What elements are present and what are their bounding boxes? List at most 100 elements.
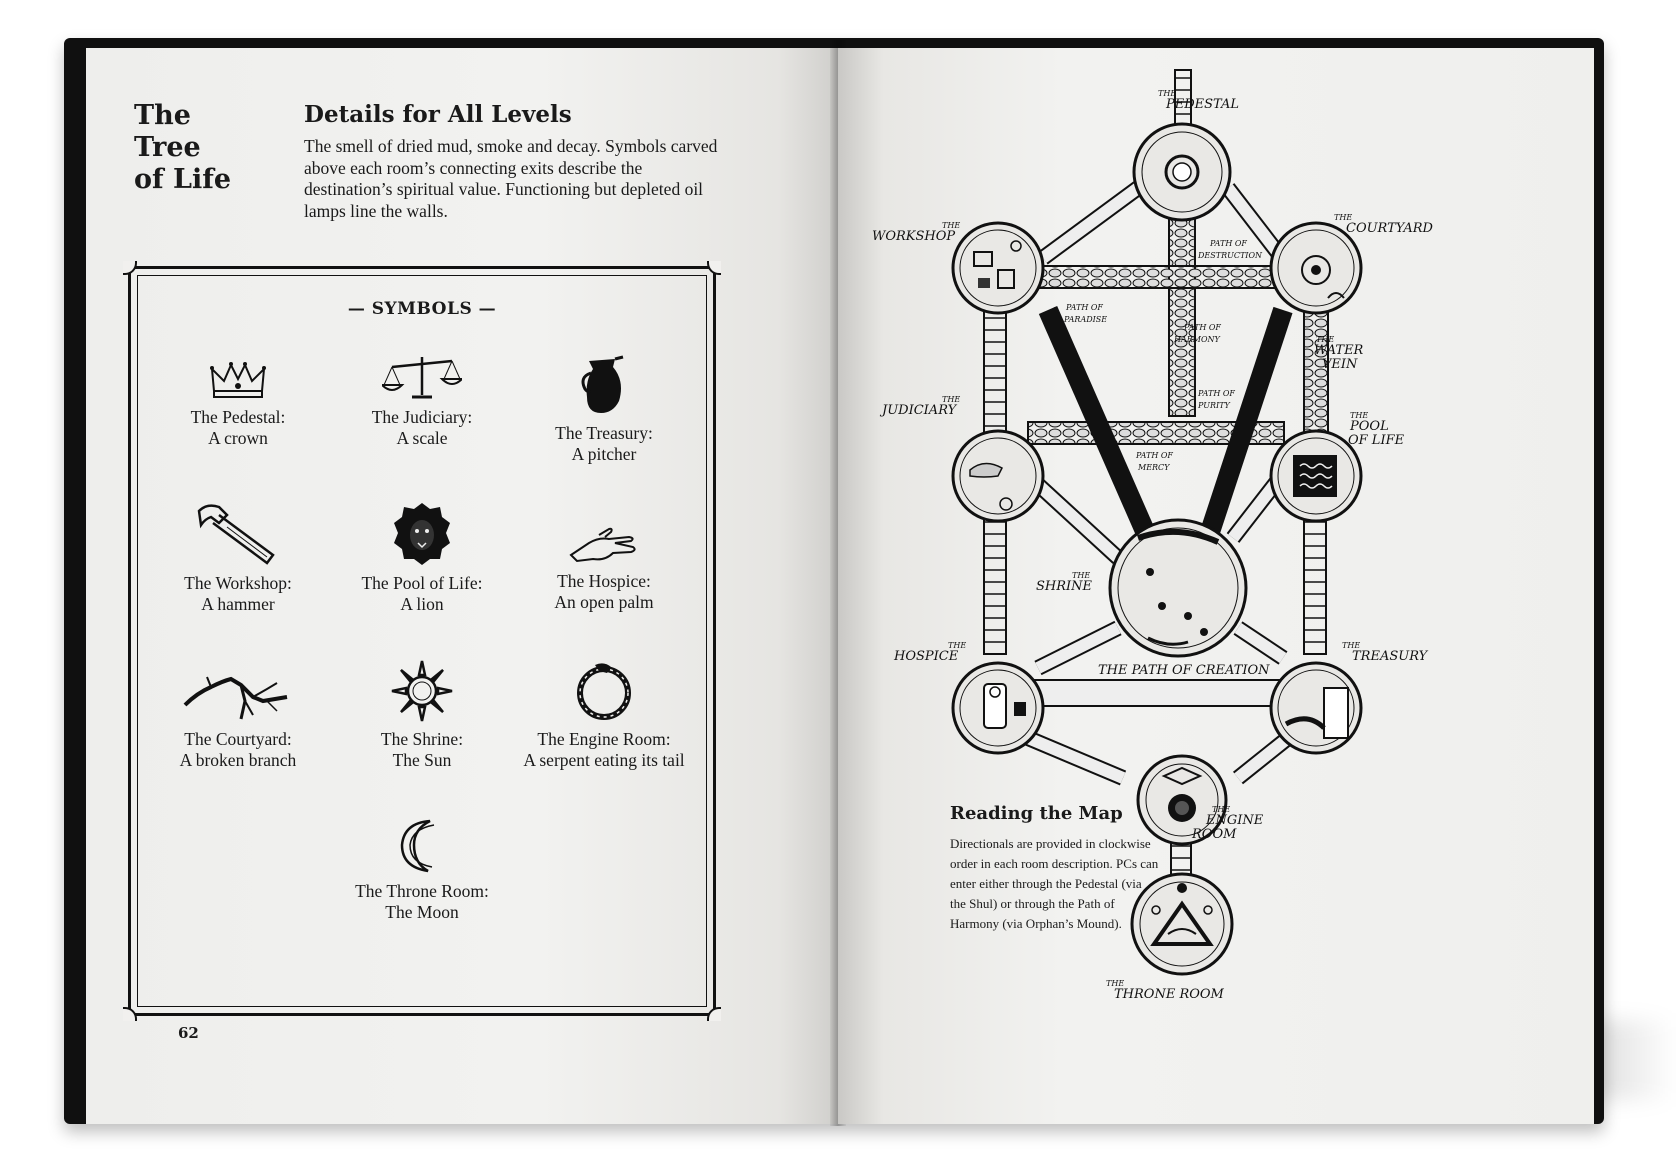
map-label-path-of: PATH OF	[1183, 323, 1221, 332]
symbol-name: The Throne Room:	[355, 881, 489, 901]
map-label-destruction: DESTRUCTION	[1197, 251, 1263, 260]
map-label-the: THE	[1158, 89, 1176, 98]
map-label-the: THE	[942, 395, 960, 404]
frame-corner	[707, 261, 721, 275]
map-label-the: THE	[1334, 213, 1352, 222]
crown-icon	[210, 362, 266, 398]
broken-branch-icon	[183, 676, 288, 720]
map-label-the: THE	[1212, 805, 1230, 814]
map-label-the: THE	[1342, 641, 1360, 650]
scale-icon	[382, 357, 462, 399]
symbol-meaning: The Moon	[385, 902, 459, 922]
frame-corner	[123, 1007, 137, 1021]
corridor-path-of-creation	[1027, 679, 1287, 707]
lion-icon	[394, 503, 450, 565]
page-number: 62	[178, 1024, 199, 1042]
symbol-meaning: An open palm	[554, 592, 654, 612]
corridor-path-of-harmony	[1168, 197, 1196, 417]
symbol-meaning: The Sun	[392, 750, 452, 770]
hammer-icon	[197, 504, 275, 565]
map-label-the: THE	[948, 641, 966, 650]
symbol-name: The Pedestal:	[190, 407, 286, 427]
symbol-name: The Courtyard:	[184, 729, 292, 749]
map-label-path-of: PATH OF	[1209, 239, 1247, 248]
map-labels: THE PEDESTAL THE WORKSHOP THE COURTYARD …	[872, 89, 1434, 1002]
frame-corner	[123, 261, 137, 275]
reading-heading: Reading the Map	[950, 803, 1123, 824]
details-heading: Details for All Levels	[304, 101, 572, 128]
map-label-path-of-creation: THE PATH OF CREATION	[1098, 663, 1270, 678]
symbol-name: The Judiciary:	[371, 407, 473, 427]
frame-corner	[707, 1007, 721, 1021]
left-page: The Tree of Life Details for All Levels …	[86, 48, 838, 1124]
map-label-shrine: SHRINE	[1036, 579, 1093, 594]
symbol-name: The Shrine:	[380, 729, 464, 749]
moon-icon	[400, 819, 435, 873]
symbol-meaning: A hammer	[201, 594, 275, 614]
right-page: THE PEDESTAL THE WORKSHOP THE COURTYARD …	[838, 48, 1594, 1124]
room-throne-room	[1130, 872, 1234, 976]
room-shrine	[1108, 518, 1248, 658]
symbol-hospice: The Hospice: An open palm	[509, 525, 699, 613]
map-label-courtyard: COURTYARD	[1346, 221, 1434, 236]
symbol-name: The Workshop:	[184, 573, 292, 593]
map-label-room: ROOM	[1191, 827, 1237, 842]
symbol-name: The Treasury:	[555, 423, 653, 443]
map-label-the: THE	[942, 221, 960, 230]
reading-body: Directionals are provided in clockwise o…	[950, 836, 1159, 931]
room-engine-room	[1136, 754, 1228, 846]
symbol-engine-room: The Engine Room: A serpent eating its ta…	[509, 659, 699, 771]
symbol-shrine: The Shrine: The Sun	[327, 659, 517, 771]
room-judiciary	[951, 429, 1045, 523]
tree-of-life-map: THE PEDESTAL THE WORKSHOP THE COURTYARD …	[872, 69, 1434, 1002]
map-label-paradise: PARADISE	[1063, 315, 1107, 324]
chapter-title: The Tree of Life	[134, 100, 274, 196]
map-label-purity: PURITY	[1197, 401, 1231, 410]
map-label-vein: VEIN	[1322, 357, 1358, 372]
map-label-pedestal: PEDESTAL	[1165, 97, 1239, 112]
symbols-heading: — SYMBOLS —	[347, 299, 497, 319]
map-label-path-of: PATH OF	[1065, 303, 1103, 312]
corridor-workshop-judiciary	[983, 305, 1007, 449]
corridor-water-vein	[1303, 305, 1329, 449]
map-label-throne-room: THRONE ROOM	[1114, 987, 1225, 1002]
map-label-path-of: PATH OF	[1197, 389, 1235, 398]
symbol-meaning: A pitcher	[571, 444, 637, 464]
room-pool-of-life	[1269, 429, 1363, 523]
map-label-mercy: MERCY	[1137, 463, 1170, 472]
room-courtyard	[1269, 221, 1363, 315]
map-label-harmony: HARMONY	[1173, 335, 1221, 344]
details-body: The smell of dried mud, smoke and decay.…	[304, 136, 718, 221]
symbol-meaning: A scale	[396, 428, 448, 448]
symbol-name: The Pool of Life:	[361, 573, 483, 593]
symbol-name: The Engine Room:	[537, 729, 671, 749]
symbol-workshop: The Workshop: A hammer	[143, 501, 333, 615]
sun-icon	[391, 660, 453, 722]
map-label-the: THE	[1106, 979, 1124, 988]
map-label-workshop: WORKSHOP	[872, 229, 955, 244]
symbol-meaning: A broken branch	[179, 750, 297, 770]
chapter-title-line: Tree	[134, 132, 201, 163]
room-hospice	[951, 661, 1045, 755]
map-label-the: THE	[1350, 411, 1368, 420]
map-label-engine: ENGINE	[1205, 813, 1264, 828]
map-label-hospice: HOSPICE	[893, 649, 959, 664]
room-treasury	[1269, 661, 1363, 755]
map-label-water: WATER	[1314, 343, 1364, 358]
symbol-meaning: A crown	[208, 428, 268, 448]
symbol-pedestal: The Pedestal: A crown	[143, 357, 333, 449]
open-palm-icon	[569, 527, 636, 563]
map-label-the: THE	[1072, 571, 1090, 580]
symbol-judiciary: The Judiciary: A scale	[327, 353, 517, 449]
symbol-pool-of-life: The Pool of Life: A lion	[327, 501, 517, 615]
map-label-of-life: OF LIFE	[1348, 433, 1405, 448]
corridor-path-of-destruction	[1027, 265, 1287, 289]
symbols-frame: — SYMBOLS — The Pedestal: A crown	[123, 261, 721, 1021]
map-label-treasury: TREASURY	[1352, 649, 1429, 664]
symbol-treasury: The Treasury: A pitcher	[509, 353, 699, 465]
symbol-throne-room: The Throne Room: The Moon	[327, 815, 517, 923]
pitcher-icon	[581, 355, 624, 413]
map-label-pool: POOL	[1349, 419, 1389, 434]
symbol-name: The Hospice:	[557, 571, 651, 591]
ouroboros-icon	[577, 663, 631, 720]
